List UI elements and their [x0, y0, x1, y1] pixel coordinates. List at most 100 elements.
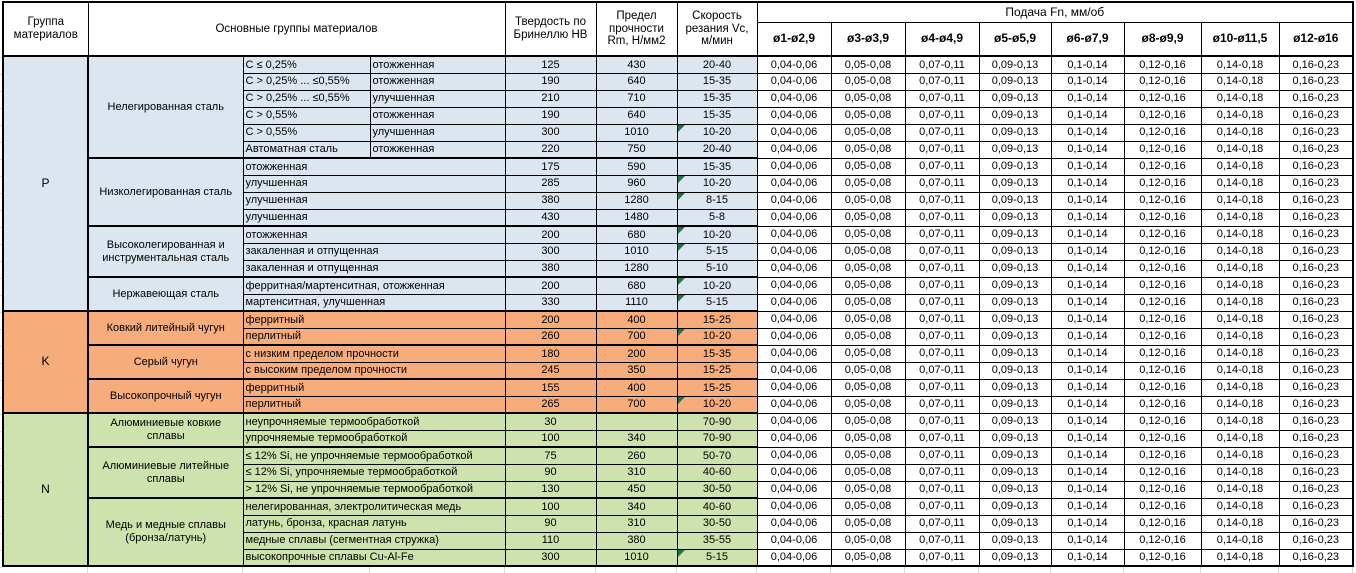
cell-feed-value[interactable]: 0,14-0,18 — [1200, 259, 1280, 278]
cell-strength-rm[interactable]: 750 — [595, 140, 678, 159]
cell-feed-value[interactable]: 0,05-0,08 — [830, 276, 906, 295]
cell-cutting-speed[interactable]: 40-60 — [676, 463, 758, 482]
cell-feed-value[interactable]: 0,14-0,18 — [1200, 293, 1280, 312]
cell-material-detail[interactable]: неупрочняемые термообработкой — [242, 412, 506, 431]
cell-hardness-hb[interactable]: 175 — [504, 157, 597, 176]
cell-feed-value[interactable]: 0,16-0,23 — [1278, 259, 1354, 278]
cell-feed-value[interactable]: 0,12-0,16 — [1123, 208, 1202, 227]
cell-material-detail[interactable]: C > 0,25% ... ≤0,55% — [242, 72, 371, 91]
cell-feed-value[interactable]: 0,1-0,14 — [1050, 378, 1125, 397]
cell-feed-value[interactable]: 0,07-0,11 — [904, 497, 980, 516]
cell-feed-value[interactable]: 0,12-0,16 — [1123, 310, 1202, 329]
cell-feed-value[interactable]: 0,16-0,23 — [1278, 497, 1354, 516]
cell-feed-value[interactable]: 0,07-0,11 — [904, 123, 980, 142]
cell-feed-value[interactable]: 0,16-0,23 — [1278, 514, 1354, 533]
cell-hardness-hb[interactable]: 300 — [504, 123, 597, 142]
cell-feed-value[interactable]: 0,05-0,08 — [830, 395, 906, 414]
cell-feed-value[interactable]: 0,07-0,11 — [904, 361, 980, 380]
cell-feed-value[interactable]: 0,05-0,08 — [830, 429, 906, 448]
cell-feed-value[interactable]: 0,14-0,18 — [1200, 225, 1280, 244]
cell-feed-value[interactable]: 0,14-0,18 — [1200, 378, 1280, 397]
cell-feed-value[interactable]: 0,07-0,11 — [904, 225, 980, 244]
cell-feed-value[interactable]: 0,1-0,14 — [1050, 412, 1125, 431]
cell-material-state[interactable]: улучшенная — [369, 123, 506, 142]
cell-feed-value[interactable]: 0,14-0,18 — [1200, 412, 1280, 431]
cell-feed-value[interactable]: 0,16-0,23 — [1278, 446, 1354, 465]
cell-feed-value[interactable]: 0,04-0,06 — [756, 327, 832, 346]
cell-feed-value[interactable]: 0,16-0,23 — [1278, 242, 1354, 261]
cell-cutting-speed[interactable]: 10-20 — [676, 395, 758, 414]
cell-feed-value[interactable]: 0,12-0,16 — [1123, 259, 1202, 278]
cell-strength-rm[interactable]: 400 — [595, 378, 678, 397]
cell-feed-value[interactable]: 0,14-0,18 — [1200, 480, 1280, 499]
cell-feed-value[interactable]: 0,16-0,23 — [1278, 293, 1354, 312]
cell-hardness-hb[interactable]: 90 — [504, 463, 597, 482]
cell-cutting-speed[interactable]: 8-15 — [676, 191, 758, 210]
cell-hardness-hb[interactable]: 380 — [504, 191, 597, 210]
cell-hardness-hb[interactable]: 90 — [504, 514, 597, 533]
cell-group-code[interactable]: K — [2, 310, 89, 414]
cell-feed-value[interactable]: 0,05-0,08 — [830, 378, 906, 397]
cell-feed-value[interactable]: 0,04-0,06 — [756, 310, 832, 329]
cell-feed-value[interactable]: 0,05-0,08 — [830, 548, 906, 567]
cell-material-detail[interactable]: Автоматная сталь — [242, 140, 371, 159]
cell-feed-value[interactable]: 0,07-0,11 — [904, 463, 980, 482]
cell-feed-value[interactable]: 0,04-0,06 — [756, 174, 832, 193]
cell-cutting-speed[interactable]: 15-25 — [676, 361, 758, 380]
cell-strength-rm[interactable]: 680 — [595, 225, 678, 244]
cell-material-detail[interactable]: C > 0,25% ... ≤0,55% — [242, 89, 371, 108]
cell-feed-value[interactable]: 0,07-0,11 — [904, 191, 980, 210]
cell-hardness-hb[interactable]: 100 — [504, 497, 597, 516]
cell-feed-value[interactable]: 0,14-0,18 — [1200, 89, 1280, 108]
cell-feed-value[interactable]: 0,05-0,08 — [830, 140, 906, 159]
cell-feed-value[interactable]: 0,14-0,18 — [1200, 327, 1280, 346]
cell-feed-value[interactable]: 0,05-0,08 — [830, 327, 906, 346]
cell-hardness-hb[interactable]: 190 — [504, 106, 597, 125]
cell-hardness-hb[interactable]: 125 — [504, 55, 597, 74]
cell-feed-value[interactable]: 0,05-0,08 — [830, 446, 906, 465]
cell-strength-rm[interactable]: 200 — [595, 344, 678, 363]
cell-feed-value[interactable]: 0,09-0,13 — [978, 480, 1052, 499]
cell-strength-rm[interactable]: 1010 — [595, 123, 678, 142]
cell-feed-value[interactable]: 0,16-0,23 — [1278, 463, 1354, 482]
cell-family-name[interactable]: Нержавеющая сталь — [87, 276, 244, 312]
header-material-group[interactable]: Группа материалов — [2, 1, 89, 57]
cell-feed-value[interactable]: 0,09-0,13 — [978, 497, 1052, 516]
cell-strength-rm[interactable]: 1010 — [595, 548, 678, 567]
cell-feed-value[interactable]: 0,07-0,11 — [904, 548, 980, 567]
cell-feed-value[interactable]: 0,12-0,16 — [1123, 242, 1202, 261]
cell-material-detail[interactable]: медные сплавы (сегментная стружка) — [242, 531, 506, 550]
cell-hardness-hb[interactable]: 245 — [504, 361, 597, 380]
cell-feed-value[interactable]: 0,16-0,23 — [1278, 276, 1354, 295]
cell-feed-value[interactable]: 0,14-0,18 — [1200, 497, 1280, 516]
cell-feed-value[interactable]: 0,09-0,13 — [978, 531, 1052, 550]
cell-cutting-speed[interactable]: 5-10 — [676, 259, 758, 278]
cell-feed-value[interactable]: 0,07-0,11 — [904, 276, 980, 295]
cell-cutting-speed[interactable]: 5-15 — [676, 242, 758, 261]
cell-cutting-speed[interactable]: 5-15 — [676, 293, 758, 312]
cell-cutting-speed[interactable]: 15-35 — [676, 89, 758, 108]
cell-feed-value[interactable]: 0,05-0,08 — [830, 242, 906, 261]
cell-feed-value[interactable]: 0,12-0,16 — [1123, 446, 1202, 465]
cell-feed-value[interactable]: 0,04-0,06 — [756, 514, 832, 533]
header-diameter-2[interactable]: ø3-ø3,9 — [830, 21, 906, 57]
cell-cutting-speed[interactable]: 20-40 — [676, 140, 758, 159]
cell-hardness-hb[interactable]: 220 — [504, 140, 597, 159]
cell-cutting-speed[interactable]: 35-55 — [676, 531, 758, 550]
cell-feed-value[interactable]: 0,16-0,23 — [1278, 123, 1354, 142]
cell-hardness-hb[interactable]: 380 — [504, 259, 597, 278]
cell-strength-rm[interactable] — [595, 412, 678, 431]
cell-strength-rm[interactable]: 960 — [595, 174, 678, 193]
cell-feed-value[interactable]: 0,16-0,23 — [1278, 55, 1354, 74]
cell-feed-value[interactable]: 0,04-0,06 — [756, 259, 832, 278]
cell-family-name[interactable]: Высокопрочный чугун — [87, 378, 244, 414]
cell-feed-value[interactable]: 0,07-0,11 — [904, 72, 980, 91]
cell-strength-rm[interactable]: 640 — [595, 72, 678, 91]
cell-feed-value[interactable]: 0,12-0,16 — [1123, 276, 1202, 295]
cell-feed-value[interactable]: 0,04-0,06 — [756, 89, 832, 108]
cell-hardness-hb[interactable]: 180 — [504, 344, 597, 363]
cell-feed-value[interactable]: 0,05-0,08 — [830, 531, 906, 550]
cell-cutting-speed[interactable]: 50-70 — [676, 446, 758, 465]
cell-feed-value[interactable]: 0,16-0,23 — [1278, 140, 1354, 159]
cell-strength-rm[interactable]: 340 — [595, 497, 678, 516]
